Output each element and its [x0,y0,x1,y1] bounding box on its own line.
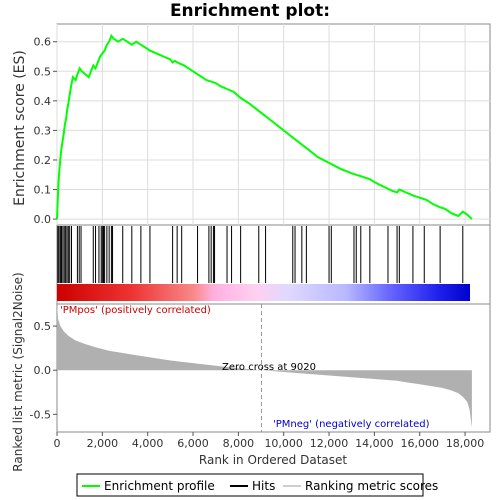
neg-label: 'PMneg' (negatively correlated) [273,419,430,430]
legend-metric-label: Ranking metric scores [305,479,438,493]
es-y-ticks: 0.0 0.1 0.2 0.3 0.4 0.5 0.6 [34,36,57,226]
es-tick-label: 0.4 [34,95,52,108]
pos-label: 'PMpos' (positively correlated) [60,305,211,316]
metric-tick-label: -0.5 [30,408,51,421]
x-ticks: 0 2,000 4,000 6,000 8,000 10,000 12,000 14,000 1… [54,432,485,450]
es-y-axis-label: Enrichment score (ES) [12,50,28,206]
metric-y-ticks: -0.5 0.0 0.5 [30,320,57,421]
x-tick-label: 10,000 [264,437,303,450]
x-tick-label: 18,000 [446,437,485,450]
x-tick-label: 0 [54,437,61,450]
ranking-metric-area [57,304,472,428]
zero-cross-label: Zero cross at 9020 [222,362,316,373]
es-tick-label: 0.1 [34,184,52,197]
legend-enrichment-label: Enrichment profile [104,479,215,493]
metric-panel [56,303,491,433]
x-tick-label: 6,000 [177,437,209,450]
rank-color-bar [57,284,470,301]
es-tick-label: 0.3 [34,124,52,137]
es-tick-label: 0.5 [34,65,52,78]
legend-hits-label: Hits [252,479,275,493]
x-tick-label: 8,000 [223,437,255,450]
es-panel [56,23,491,226]
x-tick-label: 14,000 [355,437,394,450]
x-tick-label: 4,000 [132,437,164,450]
legend-box [76,473,424,497]
x-axis-label: Rank in Ordered Dataset [199,453,347,467]
es-tick-label: 0.0 [34,213,52,226]
hit-marks [57,226,464,283]
es-tick-label: 0.6 [34,36,52,49]
enrichment-profile-line [56,33,473,220]
es-tick-label: 0.2 [34,154,52,167]
x-tick-label: 2,000 [87,437,119,450]
x-tick-label: 16,000 [400,437,439,450]
metric-tick-label: 0.5 [34,320,52,333]
es-grid [56,24,490,225]
metric-y-axis-label: Ranked list metric (Signal2Noise) [11,272,25,471]
metric-tick-label: 0.0 [34,364,52,377]
x-tick-label: 12,000 [310,437,349,450]
